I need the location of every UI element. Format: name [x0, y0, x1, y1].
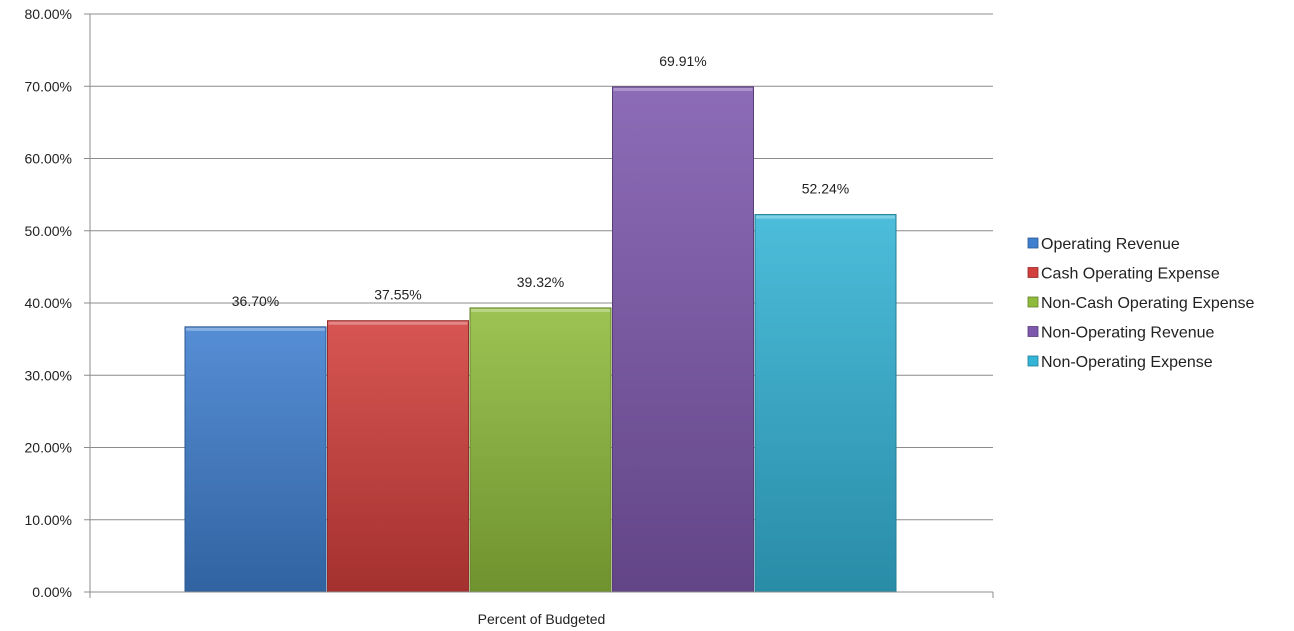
- bars: [184, 86, 897, 593]
- bar-highlight: [756, 215, 895, 219]
- data-labels: 36.70% 37.55% 39.32% 69.91% 52.24%: [232, 53, 849, 309]
- data-label: 36.70%: [232, 293, 279, 309]
- data-label: 52.24%: [802, 181, 849, 197]
- x-category-label: Percent of Budgeted: [478, 611, 606, 627]
- legend-label: Cash Operating Expense: [1041, 266, 1220, 283]
- y-axis: 0.00% 10.00% 20.00% 30.00% 40.00% 50.00% 60.00…: [25, 6, 91, 600]
- y-tick-label: 80.00%: [25, 6, 72, 22]
- y-tick-label: 20.00%: [25, 440, 72, 456]
- bar-cash-operating-expense: [327, 320, 469, 593]
- y-tick-label: 40.00%: [25, 295, 72, 311]
- bar-non-cash-operating-expense: [469, 307, 612, 593]
- y-tick-label: 60.00%: [25, 151, 72, 167]
- legend-swatch: [1027, 296, 1039, 308]
- bar-non-operating-revenue: [612, 86, 754, 593]
- legend-label: Non-Cash Operating Expense: [1041, 295, 1255, 312]
- y-tick-label: 70.00%: [25, 78, 72, 94]
- y-tick-label: 30.00%: [25, 367, 72, 383]
- bar-highlight: [471, 308, 610, 312]
- bar-highlight: [613, 87, 753, 91]
- y-tick-label: 10.00%: [25, 512, 72, 528]
- bar-highlight: [328, 321, 468, 325]
- data-label: 39.32%: [517, 274, 564, 290]
- x-axis: Percent of Budgeted: [89, 591, 994, 627]
- legend-label: Operating Revenue: [1041, 236, 1180, 253]
- legend-swatch: [1027, 326, 1039, 337]
- legend-swatch: [1027, 267, 1039, 278]
- legend-swatch: [1027, 237, 1039, 249]
- legend-label: Non-Operating Revenue: [1041, 325, 1215, 342]
- y-tick-label: 50.00%: [25, 223, 72, 239]
- legend-label: Non-Operating Expense: [1041, 354, 1213, 371]
- y-tick-label: 0.00%: [32, 584, 72, 600]
- data-label: 69.91%: [659, 53, 706, 69]
- bar-highlight: [186, 327, 325, 331]
- legend-swatch: [1027, 355, 1039, 367]
- data-label: 37.55%: [374, 287, 421, 303]
- bar-non-operating-expense: [754, 214, 897, 593]
- legend: Operating Revenue Cash Operating Expense N…: [1027, 236, 1255, 371]
- bar-operating-revenue: [184, 326, 327, 593]
